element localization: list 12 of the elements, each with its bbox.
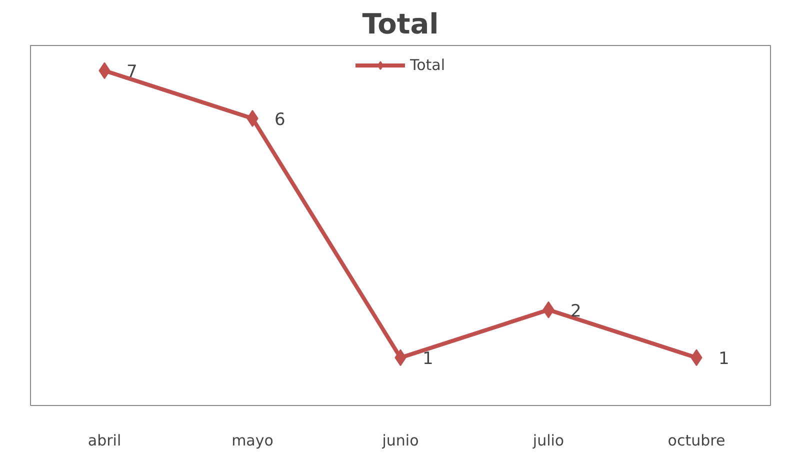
legend-label: Total (410, 56, 446, 74)
x-tick-label: mayo (232, 432, 274, 450)
data-label: 6 (274, 110, 286, 130)
data-label: 2 (570, 301, 582, 322)
x-tick-label: octubre (668, 432, 726, 450)
x-tick-label: junio (381, 432, 419, 450)
data-label: 1 (422, 349, 434, 370)
x-tick-label: abril (88, 432, 122, 450)
data-label: 1 (718, 349, 730, 370)
data-label: 7 (126, 62, 138, 82)
x-tick-label: julio (532, 432, 564, 450)
chart-title: Total (362, 8, 439, 40)
